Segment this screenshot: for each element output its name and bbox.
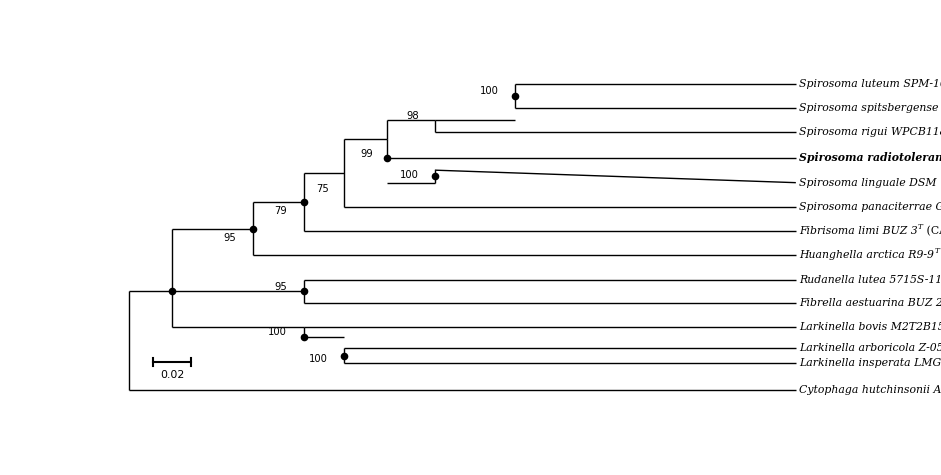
Text: 95: 95	[274, 282, 287, 292]
Text: 100: 100	[309, 354, 327, 364]
Text: 79: 79	[274, 206, 287, 216]
Text: Spirosoma spitsbergense SPM-9: Spirosoma spitsbergense SPM-9	[800, 103, 941, 113]
Text: 100: 100	[479, 86, 499, 96]
Text: Cytophaga hutchinsonii ATCC 33406: Cytophaga hutchinsonii ATCC 33406	[800, 385, 941, 395]
Text: Rudanella lutea 5715S-11: Rudanella lutea 5715S-11	[800, 275, 941, 285]
Text: (JQ303016): (JQ303016)	[939, 250, 941, 260]
Text: Larkinella insperata LMG 22510: Larkinella insperata LMG 22510	[800, 358, 941, 368]
Text: 95: 95	[223, 233, 236, 243]
Text: 98: 98	[407, 111, 419, 121]
Text: (CAIT01000009): (CAIT01000009)	[923, 226, 941, 236]
Text: Larkinella bovis M2T2B15: Larkinella bovis M2T2B15	[800, 323, 941, 332]
Text: Huanghella arctica R9-9: Huanghella arctica R9-9	[800, 250, 934, 260]
Text: 99: 99	[360, 149, 373, 159]
Text: T: T	[918, 223, 923, 231]
Text: Spirosoma luteum SPM-10: Spirosoma luteum SPM-10	[800, 78, 941, 88]
Text: Spirosoma rigui WPCB118: Spirosoma rigui WPCB118	[800, 127, 941, 137]
Text: Larkinella arboricola Z-0532: Larkinella arboricola Z-0532	[800, 343, 941, 353]
Text: 75: 75	[316, 184, 329, 194]
Text: Spirosoma panaciterrae Gsoil 1519: Spirosoma panaciterrae Gsoil 1519	[800, 202, 941, 212]
Text: 0.02: 0.02	[160, 370, 184, 380]
Text: Fibrisoma limi BUZ 3: Fibrisoma limi BUZ 3	[800, 226, 918, 236]
Text: Spirosoma radiotolerans DG5A: Spirosoma radiotolerans DG5A	[800, 152, 941, 163]
Text: Fibrella aestuarina BUZ 2: Fibrella aestuarina BUZ 2	[800, 298, 941, 308]
Text: T: T	[934, 247, 939, 255]
Text: 100: 100	[400, 170, 419, 180]
Text: Spirosoma linguale DSM 74: Spirosoma linguale DSM 74	[800, 178, 941, 188]
Text: 100: 100	[268, 327, 287, 337]
